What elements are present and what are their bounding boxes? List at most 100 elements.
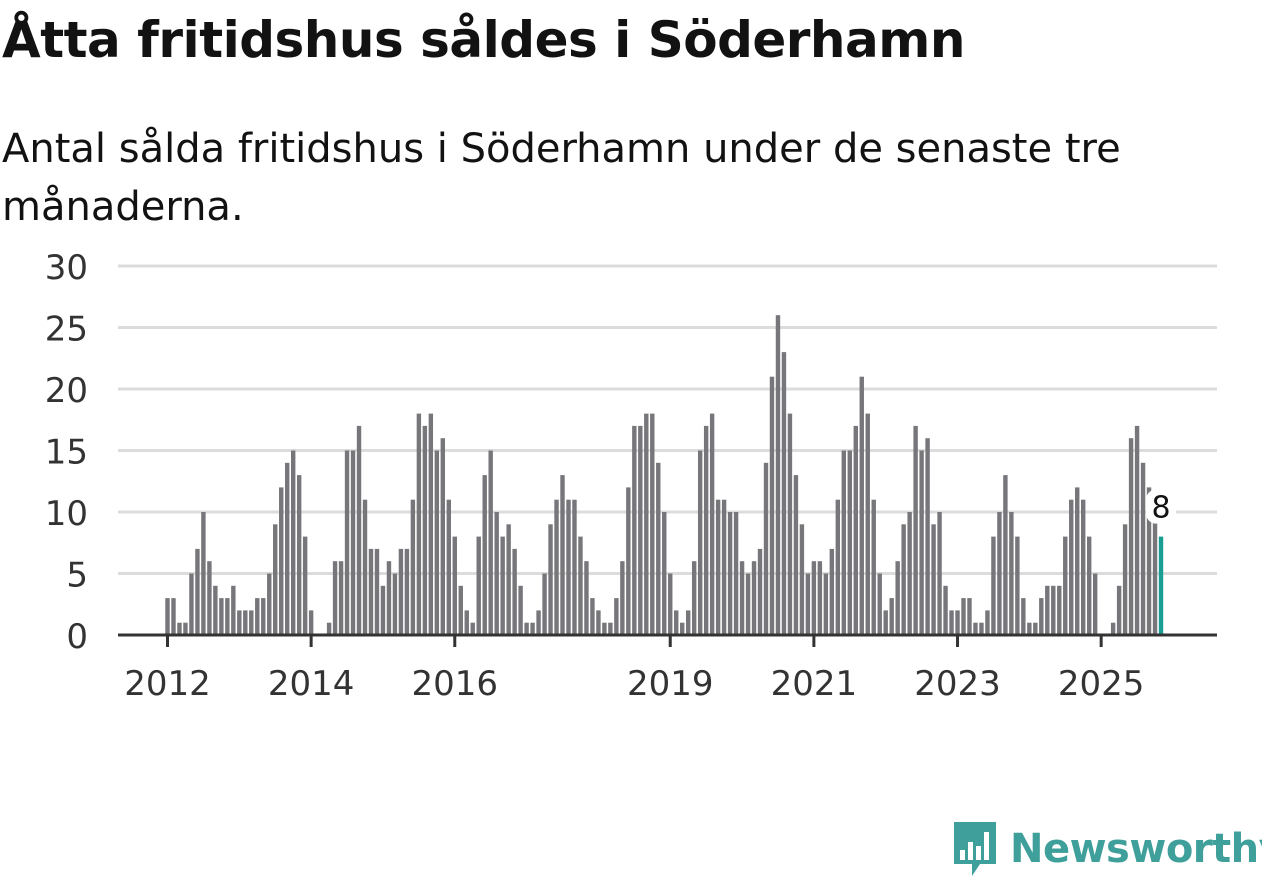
bar	[638, 425, 643, 635]
bar	[1051, 585, 1056, 635]
last-value-annotation: 8	[1146, 489, 1177, 526]
bar	[464, 610, 469, 635]
bars	[165, 315, 1164, 635]
bar	[967, 598, 972, 635]
bar	[751, 561, 757, 635]
bar	[1021, 598, 1026, 635]
bar	[668, 573, 673, 635]
bar	[584, 561, 589, 635]
bar	[727, 512, 733, 635]
bar	[799, 524, 805, 635]
bar	[602, 622, 607, 635]
bar	[859, 376, 864, 635]
bar	[817, 561, 823, 635]
bar	[991, 536, 996, 635]
bar	[434, 450, 440, 635]
bar	[973, 622, 978, 635]
bar	[590, 598, 595, 635]
bar	[290, 450, 296, 635]
bar	[296, 475, 302, 635]
bar	[895, 561, 900, 635]
bar	[213, 585, 218, 635]
bar	[1033, 622, 1038, 635]
bar	[500, 536, 505, 635]
bar	[344, 450, 350, 635]
bar	[823, 573, 829, 635]
bar	[614, 598, 619, 635]
bar-chart-icon	[954, 822, 996, 876]
bar	[662, 512, 667, 635]
bar	[1116, 585, 1122, 635]
bar	[488, 450, 493, 635]
bar	[279, 487, 284, 635]
bar	[1146, 487, 1152, 635]
bar	[841, 450, 847, 635]
bar	[955, 610, 960, 635]
bar	[1069, 499, 1074, 635]
bar	[865, 413, 870, 635]
y-tick-label: 15	[45, 433, 88, 473]
bar	[267, 573, 272, 635]
bar	[440, 438, 446, 635]
bar	[907, 512, 912, 635]
bar	[326, 622, 332, 635]
annotation-bg	[1146, 489, 1177, 524]
bar	[1110, 622, 1116, 635]
bar	[470, 622, 475, 635]
bar	[362, 499, 368, 635]
bar	[943, 585, 948, 635]
y-tick-label: 0	[66, 617, 88, 657]
bar	[392, 573, 398, 635]
bar	[644, 413, 649, 635]
bar	[1003, 475, 1008, 635]
bar	[494, 512, 499, 635]
bar	[757, 548, 763, 635]
bar	[171, 598, 176, 635]
bar	[566, 499, 571, 635]
bar	[261, 598, 266, 635]
bar	[686, 610, 691, 635]
bar	[691, 561, 697, 635]
bar	[835, 499, 841, 635]
x-tick-label: 2012	[124, 664, 211, 704]
bar	[703, 425, 709, 635]
x-axis-ticks: 2012 2014 2016 2019 2021 2023 2025	[124, 635, 1144, 704]
bar	[398, 548, 404, 635]
bar	[530, 622, 535, 635]
bar	[739, 561, 745, 635]
bar	[350, 450, 356, 635]
bar	[446, 499, 451, 635]
bar	[1122, 524, 1128, 635]
bar	[458, 585, 463, 635]
bar	[931, 524, 936, 635]
bar	[632, 425, 637, 635]
bar	[219, 598, 224, 635]
bar	[207, 561, 212, 635]
bar	[338, 561, 344, 635]
bar	[596, 610, 601, 635]
bar	[380, 585, 386, 635]
bar	[889, 598, 894, 635]
bar	[781, 352, 787, 635]
bar	[476, 536, 481, 635]
x-tick-label: 2021	[771, 664, 858, 704]
bar	[386, 561, 392, 635]
bar	[506, 524, 511, 635]
bar	[416, 413, 422, 635]
bar	[518, 585, 523, 635]
bar	[769, 376, 775, 635]
x-tick-label: 2025	[1058, 664, 1145, 704]
bar	[1086, 536, 1092, 635]
bar	[1140, 462, 1146, 635]
bar	[410, 499, 416, 635]
bar	[177, 622, 182, 635]
y-axis-ticks: 0 5 10 15 20 25 30	[45, 248, 88, 657]
bar	[1081, 499, 1086, 635]
bar	[249, 610, 254, 635]
chart-subtitle: Antal sålda fritidshus i Söderhamn under…	[2, 126, 1121, 230]
bar	[542, 573, 547, 635]
bar	[578, 536, 583, 635]
bar	[195, 548, 200, 635]
bar	[919, 450, 924, 635]
bar	[572, 499, 577, 635]
